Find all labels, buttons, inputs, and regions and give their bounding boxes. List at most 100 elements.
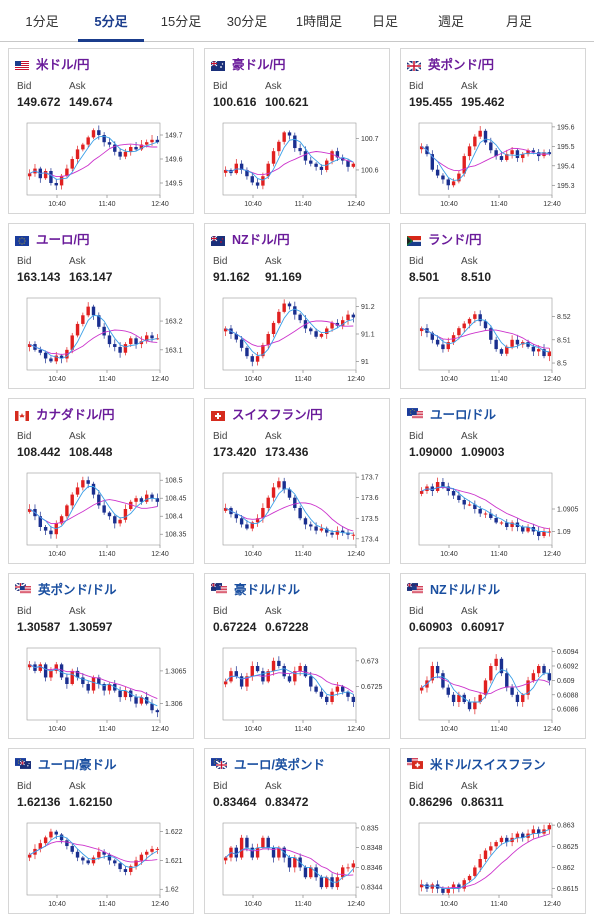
pair-link[interactable]: NZドル/円 xyxy=(210,230,290,247)
x-tick-label: 11:40 xyxy=(491,901,508,908)
candle xyxy=(250,520,254,532)
chart-link[interactable]: 1.0905 1.09 10:40 11:40 12:40 xyxy=(407,469,585,559)
candle xyxy=(335,526,340,540)
ask-value: 0.60917 xyxy=(461,620,505,634)
pair-link[interactable]: ユーロ/円 xyxy=(15,230,90,247)
candle xyxy=(340,526,345,536)
bid-value: 195.455 xyxy=(409,95,453,109)
candle xyxy=(91,128,96,140)
y-tick-label: 91.2 xyxy=(361,304,375,311)
pair-name[interactable]: 英ポンド/ドル xyxy=(38,582,117,597)
candle xyxy=(293,132,297,152)
candle xyxy=(234,158,239,175)
candle xyxy=(107,511,112,520)
ask-label: Ask xyxy=(461,256,478,267)
candle xyxy=(419,326,424,337)
pair-name[interactable]: 米ドル/スイスフラン xyxy=(430,757,546,772)
candle xyxy=(86,858,90,866)
moving-average-long xyxy=(225,320,354,347)
moving-average-short xyxy=(29,135,158,180)
pair-name[interactable]: ユーロ/ドル xyxy=(430,407,496,422)
pair-name[interactable]: ユーロ/円 xyxy=(36,232,90,247)
candle xyxy=(223,678,228,688)
chart-link[interactable]: 0.863 0.8625 0.862 0.8615 10:40 11:40 12:40 xyxy=(407,819,585,909)
pair-link[interactable]: ユーロ/豪ドル xyxy=(15,755,117,772)
pair-link[interactable]: 豪ドル/円 xyxy=(210,55,286,72)
pair-name[interactable]: カナダドル/円 xyxy=(36,407,115,422)
tab-6[interactable]: 日足 xyxy=(371,14,398,29)
candle xyxy=(91,481,96,499)
chart-link[interactable]: 0.6094 0.6092 0.609 0.6088 0.6086 10:40 11:40 1… xyxy=(407,644,585,734)
tab-3[interactable]: 15分足 xyxy=(160,14,202,29)
bid-label: Bid xyxy=(17,81,32,92)
rate-card: ユーロ/豪ドル Bid Ask 1.62136 1.62150 1.622 1.621 1.6… xyxy=(8,748,194,914)
pair-link[interactable]: 米ドル/スイスフラン xyxy=(407,755,546,772)
moving-average-long xyxy=(421,146,550,172)
bid-label: Bid xyxy=(409,606,424,617)
candle xyxy=(510,147,514,159)
pair-name[interactable]: 英ポンド/円 xyxy=(428,57,494,72)
chart-link[interactable]: 1.3065 1.306 10:40 11:40 12:40 xyxy=(15,644,193,734)
chart-link[interactable]: 0.835 0.8348 0.8346 0.8344 10:40 11:40 12:40 xyxy=(211,819,389,909)
ask-label: Ask xyxy=(265,431,282,442)
y-tick-label: 1.306 xyxy=(165,701,183,708)
bid-label: Bid xyxy=(213,81,228,92)
x-tick-label: 11:40 xyxy=(99,376,116,383)
chart-link[interactable]: 1.622 1.621 1.62 10:40 11:40 12:40 xyxy=(15,819,193,909)
pair-name[interactable]: ランド/円 xyxy=(428,232,482,247)
ask-label: Ask xyxy=(461,81,478,92)
rate-card: NZドル/ドル Bid Ask 0.60903 0.60917 0.6094 0.6092 0… xyxy=(400,573,586,739)
tab-5[interactable]: 1時間足 xyxy=(295,14,343,29)
tab-7[interactable]: 週足 xyxy=(437,14,464,29)
candle xyxy=(531,825,536,839)
candle xyxy=(489,508,493,520)
chart-link[interactable]: 108.5 108.45 108.4 108.35 10:40 11:40 12:40 xyxy=(15,469,193,559)
pair-name[interactable]: 豪ドル/円 xyxy=(232,57,286,72)
pair-name[interactable]: NZドル/円 xyxy=(232,232,290,247)
candle xyxy=(298,313,302,324)
y-tick-label: 195.3 xyxy=(557,183,575,190)
candle xyxy=(510,520,514,532)
candle xyxy=(435,335,440,347)
pair-name[interactable]: スイスフラン/円 xyxy=(232,407,323,422)
pair-link[interactable]: NZドル/ドル xyxy=(407,580,501,597)
chart-link[interactable]: 100.7 100.6 10:40 11:40 12:40 xyxy=(211,119,389,209)
chart-link[interactable]: 8.52 8.51 8.5 10:40 11:40 12:40 xyxy=(407,294,585,384)
pair-name[interactable]: NZドル/ドル xyxy=(430,582,501,597)
pair-link[interactable]: ユーロ/英ポンド xyxy=(211,755,325,772)
pair-link[interactable]: 米ドル/円 xyxy=(15,55,90,72)
chart-link[interactable]: 195.6 195.5 195.4 195.3 10:40 11:40 12:40 xyxy=(407,119,585,209)
pair-link[interactable]: 英ポンド/ドル xyxy=(15,580,117,597)
candle xyxy=(250,353,254,367)
chart-link[interactable]: 163.2 163.1 10:40 11:40 12:40 xyxy=(15,294,193,384)
pair-link[interactable]: スイスフラン/円 xyxy=(211,405,323,422)
x-tick-label: 10:40 xyxy=(440,901,458,908)
candle xyxy=(435,661,440,679)
tab-2[interactable]: 5分足 xyxy=(78,0,144,42)
pair-link[interactable]: ランド/円 xyxy=(407,230,482,247)
price-chart: 8.52 8.51 8.5 10:40 11:40 12:40 xyxy=(418,297,571,383)
chart-link[interactable]: 149.7 149.6 149.5 10:40 11:40 12:40 xyxy=(15,119,193,209)
pair-link[interactable]: ユーロ/ドル xyxy=(407,405,496,422)
ask-label: Ask xyxy=(69,431,86,442)
pair-link[interactable]: カナダドル/円 xyxy=(15,405,115,422)
pair-name[interactable]: 豪ドル/ドル xyxy=(234,582,300,597)
tab-1[interactable]: 1分足 xyxy=(25,14,59,29)
candle xyxy=(494,840,498,850)
pair-name[interactable]: ユーロ/英ポンド xyxy=(234,757,325,772)
tab-4[interactable]: 30分足 xyxy=(226,14,268,29)
chart-link[interactable]: 0.673 0.6725 10:40 11:40 12:40 xyxy=(211,644,389,734)
x-tick-label: 10:40 xyxy=(244,726,262,733)
ask-label: Ask xyxy=(461,606,478,617)
chart-link[interactable]: 91.2 91.1 91 10:40 11:40 12:40 xyxy=(211,294,389,384)
x-tick-label: 12:40 xyxy=(543,901,561,908)
bid-value: 0.83464 xyxy=(213,795,257,809)
chart-link[interactable]: 173.7 173.6 173.5 173.4 10:40 11:40 12:40 xyxy=(211,469,389,559)
tab-8[interactable]: 月足 xyxy=(505,14,532,29)
pair-link[interactable]: 豪ドル/ドル xyxy=(211,580,300,597)
pair-name[interactable]: ユーロ/豪ドル xyxy=(38,757,117,772)
candle xyxy=(287,301,292,310)
pair-name[interactable]: 米ドル/円 xyxy=(36,57,90,72)
pair-link[interactable]: 英ポンド/円 xyxy=(406,55,494,72)
candle xyxy=(499,347,504,357)
